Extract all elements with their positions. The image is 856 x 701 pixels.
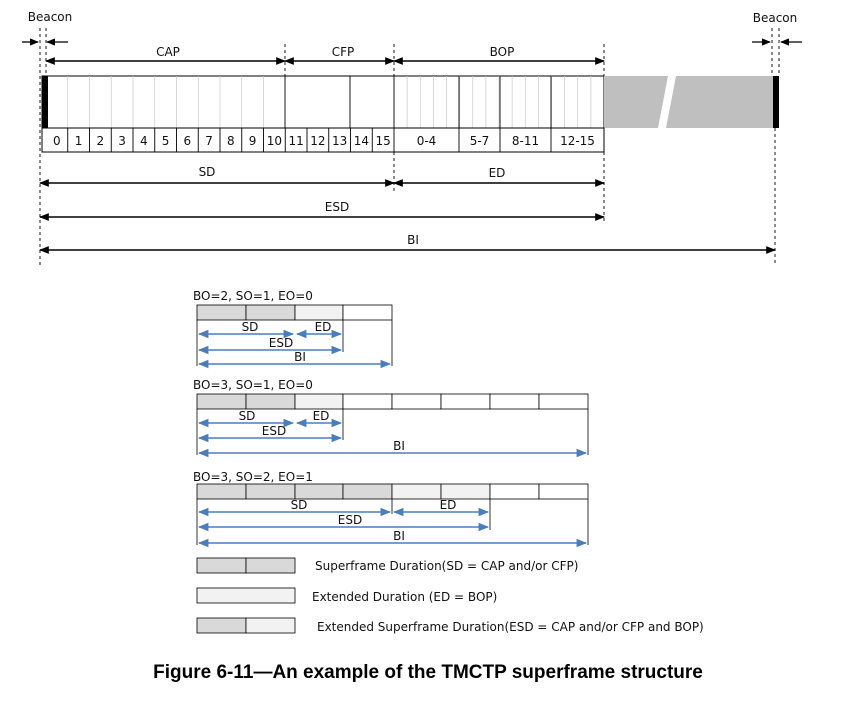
superframe-diagram: Beacon Beacon CAP CFP BOP (22, 10, 802, 634)
ed-slot (391, 483, 442, 500)
inactive-period (604, 76, 776, 128)
legend-text: Extended Duration (ED = BOP) (312, 590, 497, 604)
inactive-slot (440, 393, 491, 410)
slot-number: 11 (288, 134, 303, 148)
ed-slot (294, 304, 344, 321)
bop-slot-number: 12-15 (560, 134, 595, 148)
bi-label: BI (393, 439, 405, 453)
sd-slot (245, 304, 296, 321)
ed-label: ED (440, 498, 457, 512)
slot-number: 9 (249, 134, 257, 148)
example-3: BO=3, SO=2, EO=1 SD ED ESD BI (193, 470, 589, 548)
legend-item-sd: Superframe Duration(SD = CAP and/or CFP) (196, 557, 578, 574)
legend-item-ed: Extended Duration (ED = BOP) (196, 587, 497, 604)
slot-number-row (41, 127, 605, 153)
slot-number: 15 (375, 134, 390, 148)
esd-label: ESD (269, 336, 293, 350)
bop-slot-number: 8-11 (512, 134, 539, 148)
inactive-slot (538, 393, 589, 410)
bi-label: BI (407, 233, 419, 247)
sd-label: SD (242, 320, 259, 334)
legend-text: Superframe Duration(SD = CAP and/or CFP) (315, 559, 578, 573)
bop-slot-number: 0-4 (417, 134, 437, 148)
inactive-slot (391, 393, 442, 410)
beacon-label-left: Beacon (28, 10, 73, 24)
guide-lines (39, 28, 780, 266)
inactive-slot (489, 393, 540, 410)
subslot-lines (67, 76, 592, 128)
slot-number: 5 (162, 134, 170, 148)
bop-label: BOP (490, 45, 515, 59)
top-superframe: Beacon Beacon CAP CFP BOP (22, 10, 802, 266)
esd-label: ESD (338, 513, 362, 527)
example-title: BO=3, SO=1, EO=0 (193, 378, 313, 392)
legend-text: Extended Superframe Duration(ESD = CAP a… (317, 620, 704, 634)
bi-label: BI (393, 529, 405, 543)
ed-label: ED (315, 320, 332, 334)
sd-slot (342, 483, 393, 500)
example-title: BO=3, SO=2, EO=1 (193, 470, 313, 484)
bi-label: BI (294, 350, 306, 364)
sd-label: SD (291, 498, 308, 512)
slot-number: 7 (205, 134, 213, 148)
figure-caption: Figure 6-11—An example of the TMCTP supe… (153, 662, 703, 683)
inactive-slot (342, 304, 393, 321)
slot-number: 14 (354, 134, 369, 148)
esd-label: ESD (262, 424, 286, 438)
cfp-label: CFP (332, 45, 355, 59)
esd-label: ESD (325, 200, 349, 214)
sd-slot (294, 483, 344, 500)
slot-number: 6 (184, 134, 192, 148)
cap-label: CAP (156, 45, 180, 59)
bop-slot-number: 5-7 (470, 134, 490, 148)
example-1: BO=2, SO=1, EO=0 SD ED ESD BI (193, 289, 393, 369)
slot-number: 2 (97, 134, 105, 148)
slot-number: 8 (227, 134, 235, 148)
inactive-slot (342, 393, 393, 410)
example-title: BO=2, SO=1, EO=0 (193, 289, 313, 303)
beacon-block-left (42, 76, 48, 128)
sd-slot (196, 304, 247, 321)
ed-slot (440, 483, 491, 500)
sd-slot (196, 393, 247, 410)
slot-number: 4 (140, 134, 148, 148)
sd-slot (245, 393, 296, 410)
slot-number: 13 (332, 134, 347, 148)
slot-number: 10 (267, 134, 282, 148)
inactive-slot (538, 483, 589, 500)
example-2: BO=3, SO=1, EO=0 SD ED ESD BI (193, 378, 589, 458)
slot-number: 12 (310, 134, 325, 148)
sd-label: SD (199, 165, 216, 179)
slot-lines (284, 76, 552, 128)
inactive-break (658, 76, 676, 128)
slot-number-dividers (67, 128, 552, 152)
legend: Superframe Duration(SD = CAP and/or CFP)… (196, 557, 704, 634)
legend-item-esd: Extended Superframe Duration(ESD = CAP a… (196, 617, 704, 634)
beacon-block-right (773, 76, 779, 128)
superframe-bar (41, 75, 605, 129)
ed-label: ED (489, 166, 506, 180)
ed-slot (294, 393, 344, 410)
beacon-label-right: Beacon (753, 11, 798, 25)
sd-slot (245, 483, 296, 500)
inactive-slot (489, 483, 540, 500)
ed-label: ED (313, 409, 330, 423)
slot-number: 1 (75, 134, 83, 148)
slot-number: 0 (53, 134, 61, 148)
slot-number: 3 (118, 134, 126, 148)
sd-label: SD (239, 409, 256, 423)
sd-slot (196, 483, 247, 500)
slot-numbers: 0 1 2 3 4 5 6 7 8 9 10 11 12 13 14 15 0-4 5-7 8-11 12-15 (53, 134, 595, 148)
